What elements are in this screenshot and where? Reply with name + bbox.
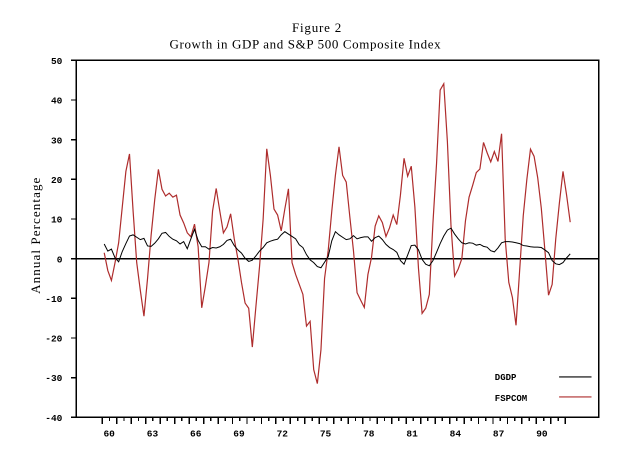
svg-text:72: 72 [277,428,289,439]
svg-text:60: 60 [103,428,115,439]
svg-text:75: 75 [320,428,332,439]
svg-text:-10: -10 [45,294,62,305]
svg-text:84: 84 [450,428,462,439]
svg-text:50: 50 [51,56,63,67]
svg-text:63: 63 [147,428,159,439]
svg-text:81: 81 [406,428,418,439]
svg-text:66: 66 [190,428,202,439]
svg-text:0: 0 [57,254,63,265]
svg-text:Figure 2: Figure 2 [292,20,342,35]
svg-text:90: 90 [536,428,548,439]
svg-text:FSPCOM: FSPCOM [495,394,527,404]
svg-text:-30: -30 [45,373,62,384]
svg-text:30: 30 [51,135,63,146]
svg-text:10: 10 [51,215,63,226]
svg-text:69: 69 [233,428,245,439]
svg-text:40: 40 [51,96,63,107]
svg-text:20: 20 [51,175,63,186]
svg-text:78: 78 [363,428,375,439]
svg-text:-20: -20 [45,334,62,345]
svg-text:-40: -40 [45,413,62,424]
svg-text:Annual Percentage: Annual Percentage [28,177,43,294]
svg-text:DGDP: DGDP [495,373,517,383]
svg-text:87: 87 [493,428,505,439]
svg-text:Growth in GDP and S&P 500 Comp: Growth in GDP and S&P 500 Composite Inde… [169,37,441,52]
